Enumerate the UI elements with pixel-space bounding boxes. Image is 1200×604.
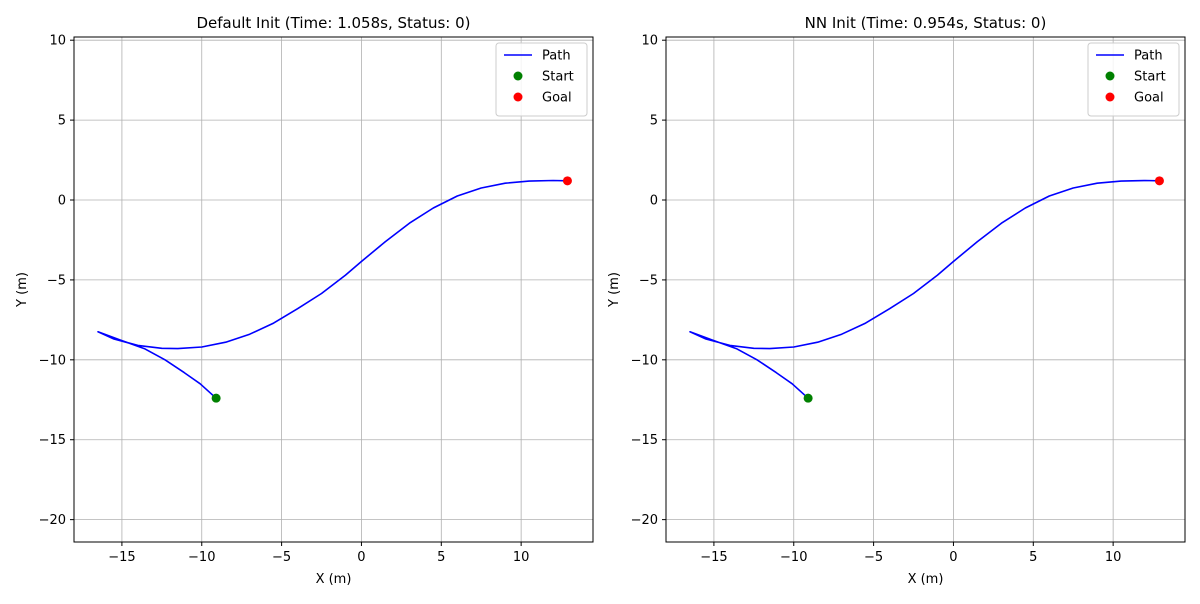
y-tick-label: −10 [39, 353, 66, 368]
series-line-path [689, 179, 1160, 399]
subplot-default-init: Default Init (Time: 1.058s, Status: 0) X… [15, 14, 594, 587]
plot-layer: −15 −10 −5 0 5 10 −20 −15 −10 −5 0 5 10 Path Start Goal [631, 34, 1186, 565]
x-tick-label: −10 [188, 550, 215, 565]
x-tick-label: −10 [780, 550, 807, 565]
x-tick-label: −5 [272, 550, 291, 565]
legend-label: Path [542, 49, 571, 64]
axes-frame [665, 36, 1186, 543]
y-tick-label: −15 [631, 433, 658, 448]
x-tick-label: 0 [949, 550, 957, 565]
legend-swatch-start [513, 71, 523, 81]
legend-label: Start [542, 70, 574, 85]
x-tick-label: 10 [1105, 550, 1122, 565]
y-tick-label: −10 [631, 353, 658, 368]
legend-label: Goal [542, 91, 572, 106]
legend-swatch-goal [513, 92, 523, 102]
series-line-path [97, 179, 568, 399]
y-tick-label: −15 [39, 433, 66, 448]
y-tick-label: −20 [39, 513, 66, 528]
y-tick-label: 0 [58, 194, 66, 209]
y-axis-label: Y (m) [607, 272, 622, 308]
x-tick-label: 5 [1029, 550, 1037, 565]
x-tick-label: 0 [357, 550, 365, 565]
x-axis-label: X (m) [316, 572, 352, 587]
marker-start [211, 393, 221, 403]
legend: Path Start Goal [1087, 42, 1180, 117]
y-tick-label: 10 [641, 34, 658, 49]
legend: Path Start Goal [495, 42, 588, 117]
x-tick-label: 5 [437, 550, 445, 565]
y-tick-label: −5 [47, 273, 66, 288]
legend-label: Path [1134, 49, 1163, 64]
x-axis-label: X (m) [908, 572, 944, 587]
y-tick-label: −20 [631, 513, 658, 528]
y-tick-label: 10 [49, 34, 66, 49]
plot-title: Default Init (Time: 1.058s, Status: 0) [196, 14, 470, 32]
legend-label: Goal [1134, 91, 1164, 106]
y-tick-label: −5 [639, 273, 658, 288]
x-tick-label: −15 [108, 550, 135, 565]
subplot-nn-init: NN Init (Time: 0.954s, Status: 0) X (m) … [607, 14, 1186, 587]
x-tick-label: −5 [864, 550, 883, 565]
plot-title: NN Init (Time: 0.954s, Status: 0) [805, 14, 1047, 32]
marker-goal [562, 176, 572, 186]
legend-swatch-start [1105, 71, 1115, 81]
x-tick-label: −15 [700, 550, 727, 565]
axes-frame [73, 36, 594, 543]
y-tick-label: 5 [58, 114, 66, 129]
plot-layer: −15 −10 −5 0 5 10 −20 −15 −10 −5 0 5 10 Path Start Goal [39, 34, 594, 565]
y-axis-label: Y (m) [15, 272, 30, 308]
x-tick-label: 10 [513, 550, 530, 565]
marker-goal [1154, 176, 1164, 186]
y-tick-label: 5 [650, 114, 658, 129]
legend-label: Start [1134, 70, 1166, 85]
marker-start [803, 393, 813, 403]
y-tick-label: 0 [650, 194, 658, 209]
legend-swatch-goal [1105, 92, 1115, 102]
